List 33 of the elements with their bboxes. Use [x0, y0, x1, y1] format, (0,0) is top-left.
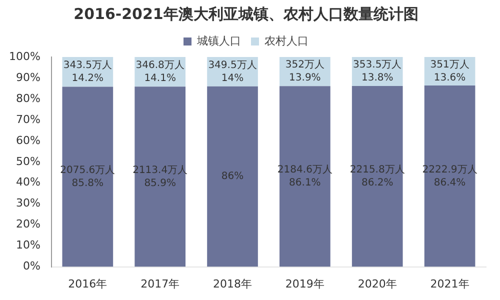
data-label: 86% [221, 171, 244, 182]
y-tick-label: 0% [22, 260, 40, 273]
data-label: 343.5万人 14.2% [63, 60, 112, 84]
x-tick-label: 2021年 [430, 277, 470, 290]
chart-title: 2016-2021年澳大利亚城镇、农村人口数量统计图 [74, 4, 418, 23]
x-tick-label: 2018年 [213, 277, 252, 290]
bar [62, 86, 114, 267]
y-tick-label: 70% [16, 112, 40, 126]
y-tick-label: 30% [16, 196, 40, 210]
legend-label: 城镇人口 [196, 34, 241, 48]
y-tick-label: 60% [16, 134, 40, 147]
bar [207, 86, 258, 267]
data-label: 352万人 13.9% [285, 60, 324, 84]
data-label: 349.5万人 14% [208, 60, 257, 84]
x-tick-label: 2020年 [358, 277, 397, 290]
x-tick-label: 2019年 [285, 277, 324, 290]
y-tick-label: 100% [8, 50, 40, 63]
x-tick-label: 2017年 [140, 277, 180, 290]
data-label: 353.5万人 13.8% [353, 60, 402, 84]
bar [352, 86, 403, 267]
x-tick-label: 2016年 [68, 277, 108, 290]
bar [134, 86, 186, 267]
bar [280, 86, 330, 267]
y-tick-label: 10% [16, 238, 40, 252]
y-tick-label: 50% [16, 154, 40, 168]
bar [424, 86, 476, 267]
data-label: 351万人 13.6% [430, 59, 470, 84]
y-tick-label: 20% [16, 218, 40, 231]
y-tick-label: 80% [16, 92, 40, 105]
y-tick-label: 90% [16, 70, 40, 84]
legend-label: 农村人口 [264, 34, 308, 48]
data-label: 346.8万人 14.1% [136, 60, 184, 84]
y-tick-label: 40% [16, 176, 40, 189]
